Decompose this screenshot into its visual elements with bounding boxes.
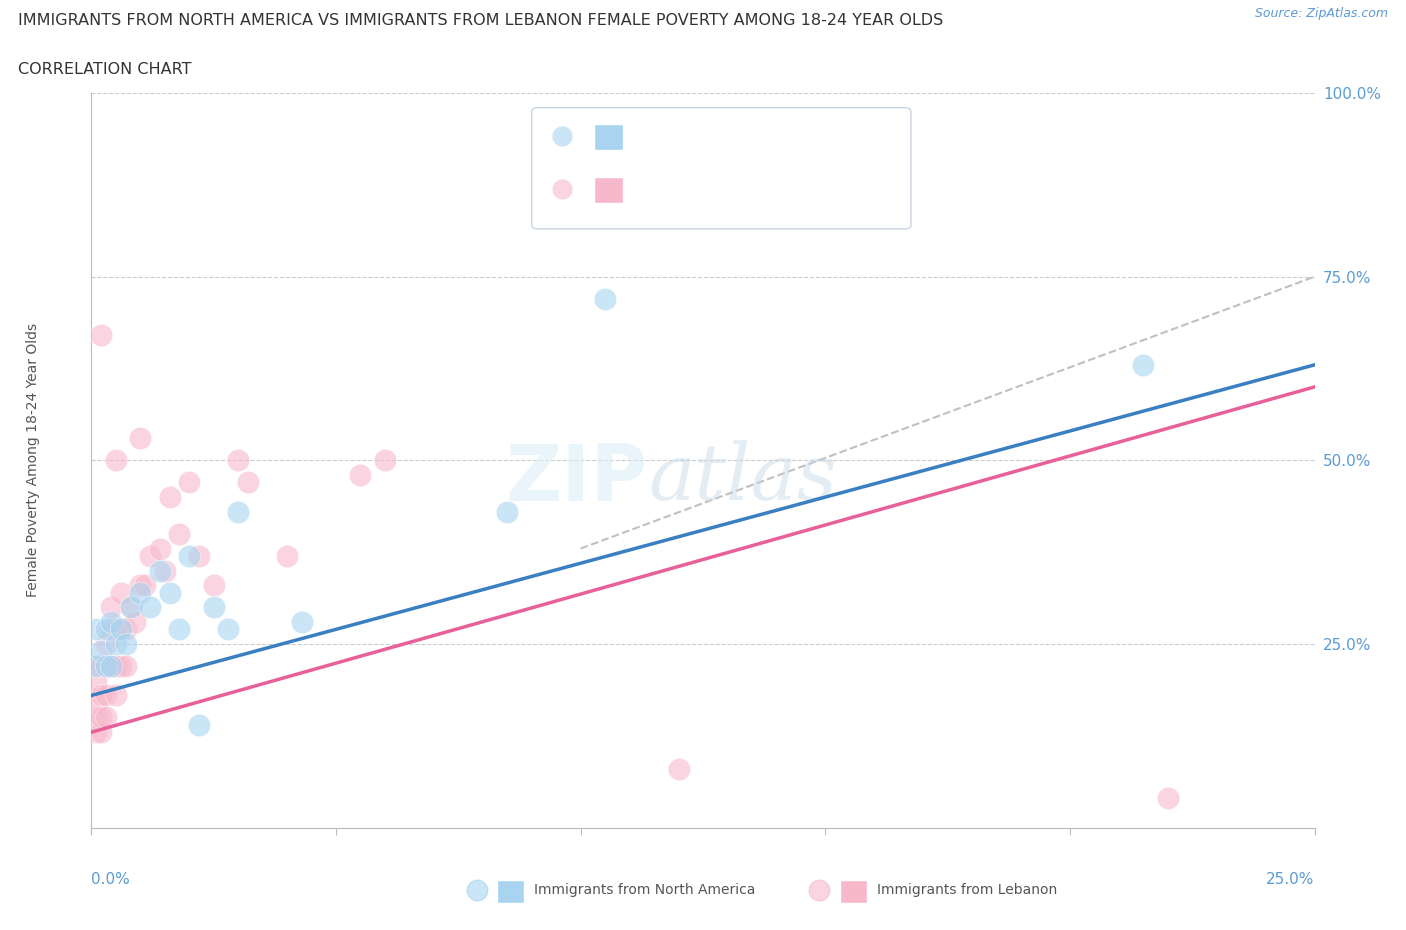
- Point: [226, 453, 249, 468]
- Text: N = 43: N = 43: [789, 179, 851, 197]
- Point: [129, 585, 152, 600]
- Point: [159, 490, 181, 505]
- Point: [129, 431, 152, 445]
- Point: [202, 600, 225, 615]
- Point: [139, 549, 162, 564]
- Point: [593, 291, 616, 306]
- Point: [94, 637, 117, 652]
- Point: [94, 622, 117, 637]
- Point: [134, 578, 156, 592]
- Point: [104, 688, 127, 703]
- Point: [84, 724, 107, 739]
- Text: Female Poverty Among 18-24 Year Olds: Female Poverty Among 18-24 Year Olds: [25, 324, 39, 597]
- Text: N = 24: N = 24: [789, 126, 851, 144]
- Point: [100, 622, 122, 637]
- Point: [110, 658, 132, 673]
- Bar: [595, 124, 623, 151]
- Text: atlas: atlas: [648, 441, 837, 517]
- Point: [202, 578, 225, 592]
- Point: [1132, 357, 1154, 372]
- Point: [188, 717, 211, 732]
- Point: [114, 658, 136, 673]
- Text: R = 0.343: R = 0.343: [638, 126, 730, 144]
- Text: CORRELATION CHART: CORRELATION CHART: [18, 62, 191, 77]
- Point: [84, 711, 107, 725]
- Point: [110, 585, 132, 600]
- Point: [120, 600, 142, 615]
- Point: [114, 637, 136, 652]
- Point: [496, 504, 519, 519]
- Point: [179, 475, 201, 490]
- Text: IMMIGRANTS FROM NORTH AMERICA VS IMMIGRANTS FROM LEBANON FEMALE POVERTY AMONG 18: IMMIGRANTS FROM NORTH AMERICA VS IMMIGRA…: [18, 13, 943, 28]
- Point: [169, 526, 191, 541]
- Bar: [498, 880, 524, 903]
- Point: [90, 711, 112, 725]
- Point: [90, 688, 112, 703]
- Point: [110, 622, 132, 637]
- Text: Immigrants from North America: Immigrants from North America: [534, 884, 755, 897]
- Point: [153, 564, 176, 578]
- Point: [94, 658, 117, 673]
- Point: [100, 658, 122, 673]
- Bar: [595, 177, 623, 204]
- Point: [110, 622, 132, 637]
- Point: [94, 658, 117, 673]
- Point: [100, 658, 122, 673]
- Text: ZIP: ZIP: [506, 441, 648, 517]
- Point: [84, 658, 107, 673]
- Point: [169, 622, 191, 637]
- Point: [84, 622, 107, 637]
- Point: [90, 658, 112, 673]
- Point: [94, 711, 117, 725]
- Point: [100, 600, 122, 615]
- Point: [149, 541, 172, 556]
- Point: [139, 600, 162, 615]
- Point: [104, 622, 127, 637]
- Point: [349, 468, 371, 483]
- Point: [374, 453, 396, 468]
- Point: [129, 578, 152, 592]
- Point: [90, 328, 112, 343]
- Point: [668, 762, 690, 777]
- Point: [100, 615, 122, 630]
- Point: [188, 549, 211, 564]
- Point: [124, 615, 146, 630]
- Point: [236, 475, 259, 490]
- Text: R = 0.48: R = 0.48: [638, 179, 717, 197]
- Point: [84, 673, 107, 688]
- Point: [104, 453, 127, 468]
- Point: [291, 615, 314, 630]
- Text: 25.0%: 25.0%: [1267, 871, 1315, 887]
- Text: 0.0%: 0.0%: [91, 871, 131, 887]
- Bar: [839, 880, 868, 903]
- Point: [120, 600, 142, 615]
- Point: [226, 504, 249, 519]
- Point: [90, 724, 112, 739]
- Point: [217, 622, 239, 637]
- Point: [276, 549, 298, 564]
- Point: [159, 585, 181, 600]
- Point: [149, 564, 172, 578]
- Point: [90, 644, 112, 658]
- Point: [114, 622, 136, 637]
- Point: [84, 696, 107, 711]
- Point: [104, 658, 127, 673]
- FancyBboxPatch shape: [531, 108, 911, 229]
- Text: Source: ZipAtlas.com: Source: ZipAtlas.com: [1254, 7, 1388, 20]
- Point: [94, 688, 117, 703]
- Point: [1157, 790, 1180, 805]
- Point: [104, 637, 127, 652]
- Point: [179, 549, 201, 564]
- Text: Immigrants from Lebanon: Immigrants from Lebanon: [877, 884, 1057, 897]
- Point: [84, 658, 107, 673]
